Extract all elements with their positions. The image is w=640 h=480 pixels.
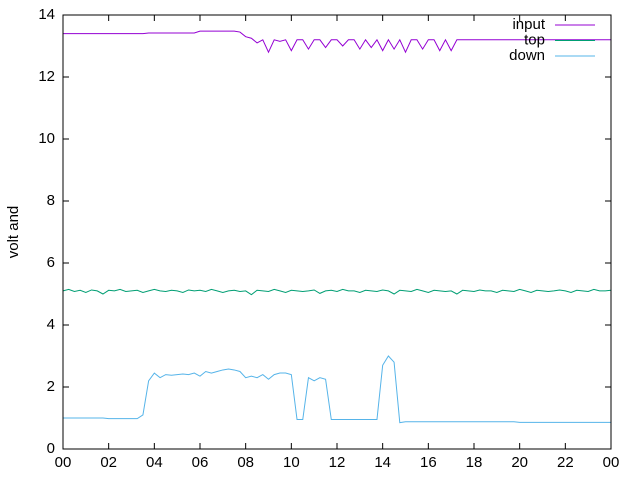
x-tick-label: 12 [329,454,346,471]
x-tick-label: 06 [192,454,209,471]
y-tick-label: 4 [47,316,55,333]
series-line [62,288,612,296]
y-tick-label: 8 [47,192,55,209]
legend-label: input [512,16,545,33]
x-tick-label: 18 [466,454,483,471]
x-tick-label: 14 [374,454,391,471]
x-tick-label: 20 [511,454,528,471]
series-line [63,355,611,424]
x-tick-label: 08 [237,454,254,471]
y-tick-label: 2 [47,378,55,395]
x-tick-label: 02 [100,454,117,471]
y-tick-label: 14 [38,6,55,23]
y-tick-label: 6 [47,254,55,271]
y-tick-label: 12 [38,68,55,85]
legend-label: top [524,31,545,48]
plot-border [62,14,612,450]
y-tick-label: 10 [38,130,55,147]
legend-label: down [509,47,545,64]
y-tick-label: 0 [47,440,55,457]
x-tick-label: 04 [146,454,163,471]
x-tick-label: 22 [557,454,574,471]
y-axis-label: volt and [5,206,22,259]
x-tick-label: 00 [603,454,620,471]
x-tick-label: 16 [420,454,437,471]
x-tick-label: 10 [283,454,300,471]
series-line [63,30,611,54]
x-tick-label: 00 [55,454,72,471]
